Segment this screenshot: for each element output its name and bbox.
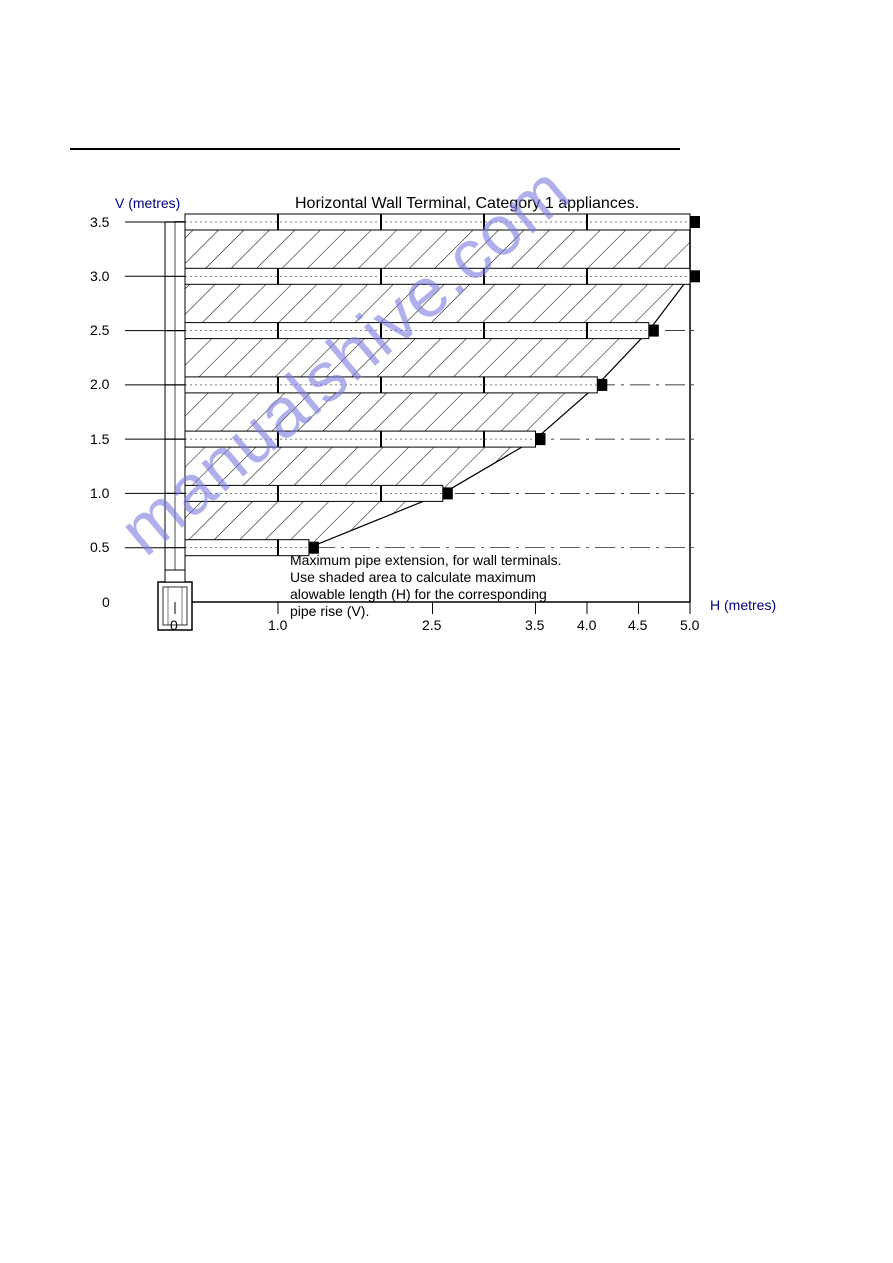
note-line: Maximum pipe extension, for wall termina… bbox=[290, 552, 562, 568]
note-line: alowable length (H) for the correspondin… bbox=[290, 586, 547, 602]
y-tick-label: 2.0 bbox=[90, 376, 110, 392]
x-ticks: 0 1.0 2.5 3.5 4.0 4.5 5.0 bbox=[170, 602, 700, 633]
x-tick-label: 2.5 bbox=[422, 617, 442, 633]
y-axis-label: V (metres) bbox=[115, 195, 180, 211]
x-tick-label: 4.5 bbox=[628, 617, 648, 633]
note-line: Use shaded area to calculate maximum bbox=[290, 569, 536, 585]
pipe-extension-chart: Horizontal Wall Terminal, Category 1 app… bbox=[80, 190, 800, 660]
chart-title: Horizontal Wall Terminal, Category 1 app… bbox=[295, 195, 639, 212]
x-tick-label: 4.0 bbox=[577, 617, 597, 633]
y-tick-label: 0.5 bbox=[90, 539, 110, 555]
x-tick-label: 0 bbox=[170, 617, 178, 633]
y-tick-label: 3.5 bbox=[90, 214, 110, 230]
x-axis-label: H (metres) bbox=[710, 597, 776, 613]
x-tick-label: 1.0 bbox=[268, 617, 288, 633]
y-tick-label: 3.0 bbox=[90, 268, 110, 284]
y-tick-label: 2.5 bbox=[90, 322, 110, 338]
note-line: pipe rise (V). bbox=[290, 603, 369, 619]
x-tick-label: 5.0 bbox=[680, 617, 700, 633]
page-divider bbox=[70, 148, 680, 150]
chart-note: Maximum pipe extension, for wall termina… bbox=[290, 552, 562, 619]
vertical-riser-pipe bbox=[165, 222, 185, 582]
y-tick-label: 1.0 bbox=[90, 485, 110, 501]
y-ticks: 3.5 3.0 2.5 2.0 1.5 1.0 0.5 0 bbox=[90, 214, 175, 610]
x-tick-label: 3.5 bbox=[525, 617, 545, 633]
y-tick-label: 1.5 bbox=[90, 431, 110, 447]
y-tick-label: 0 bbox=[102, 594, 110, 610]
